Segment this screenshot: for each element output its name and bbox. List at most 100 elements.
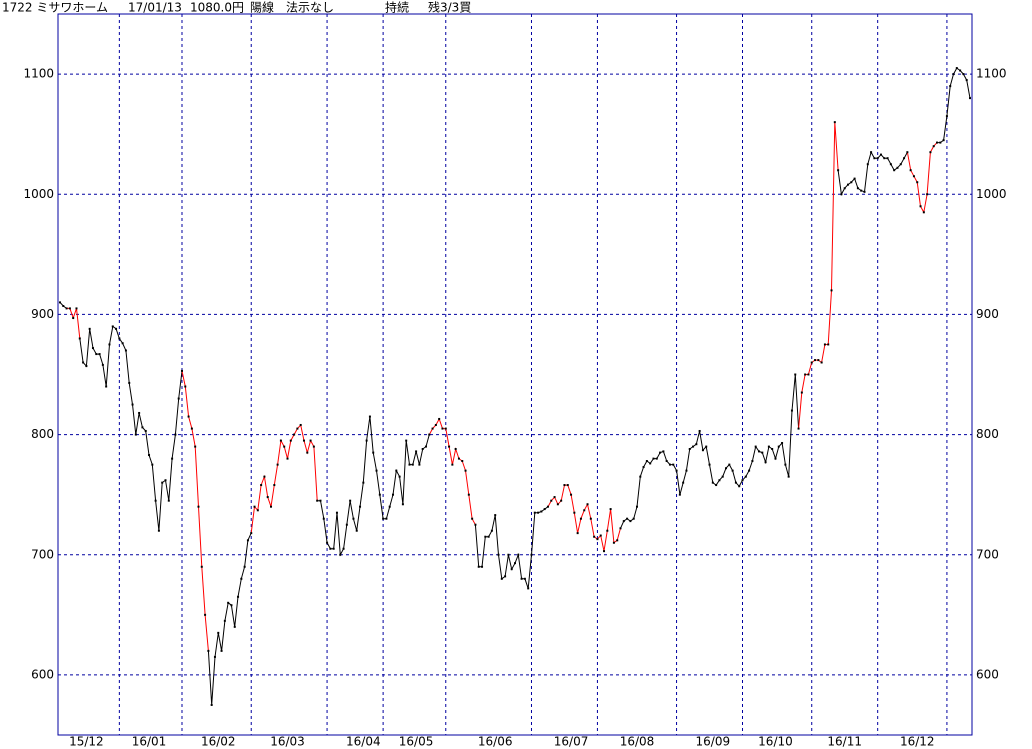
price-point [421, 448, 424, 451]
price-point [101, 363, 104, 366]
price-point [118, 337, 121, 340]
price-point [157, 529, 160, 532]
price-point [692, 445, 695, 448]
price-point [418, 463, 421, 466]
price-point [237, 595, 240, 598]
price-point [279, 439, 282, 442]
price-point [59, 301, 61, 304]
price-point [217, 631, 220, 634]
price-point [434, 423, 437, 426]
price-point [461, 460, 464, 463]
price-point [401, 503, 404, 506]
price-point [784, 463, 787, 466]
price-point [596, 538, 599, 541]
price-point [85, 365, 88, 368]
price-line [837, 150, 908, 196]
price-point [899, 163, 902, 166]
price-point [959, 69, 962, 72]
price-point [82, 361, 85, 364]
price-point [738, 485, 741, 488]
price-point [68, 307, 71, 310]
x-tick-label: 16/04 [346, 735, 381, 749]
price-point [936, 141, 939, 144]
price-point [289, 439, 292, 442]
price-point [926, 193, 929, 196]
price-point [161, 481, 164, 484]
price-point [441, 427, 444, 430]
y-tick-label-right: 900 [976, 307, 999, 321]
price-point [797, 427, 800, 430]
price-point [312, 445, 315, 448]
price-point [233, 625, 236, 628]
price-point [626, 517, 629, 520]
price-point [174, 433, 177, 436]
price-point [362, 481, 365, 484]
price-point [207, 649, 210, 652]
price-point [355, 529, 358, 532]
price-point [382, 517, 385, 520]
price-point [210, 703, 213, 706]
price-point [408, 463, 411, 466]
x-tick-label: 16/12 [900, 735, 935, 749]
price-point [840, 193, 843, 196]
price-point [253, 505, 256, 508]
x-tick-label: 16/06 [478, 735, 513, 749]
price-point [566, 484, 569, 487]
price-point [335, 511, 338, 514]
price-point [573, 511, 576, 514]
price-point [319, 499, 322, 502]
price-point [619, 527, 622, 530]
price-point [88, 327, 91, 330]
price-point [467, 493, 470, 496]
price-point [246, 539, 249, 542]
price-point [177, 397, 180, 400]
price-point [194, 445, 197, 448]
price-point [886, 157, 889, 160]
price-point [121, 342, 124, 345]
price-point [115, 327, 118, 330]
price-point [227, 601, 230, 604]
price-point [392, 493, 395, 496]
price-point [293, 433, 296, 436]
price-point [916, 181, 919, 184]
price-point [260, 484, 263, 487]
price-point [131, 403, 134, 406]
price-point [72, 317, 75, 320]
price-point [326, 541, 329, 544]
price-point [471, 517, 474, 520]
position: 残3/3買 [428, 1, 471, 15]
y-tick-label: 1000 [23, 187, 54, 201]
price-point [474, 523, 477, 526]
price-point [586, 503, 589, 506]
price-point [685, 469, 688, 472]
price-point [652, 457, 655, 460]
price-point [332, 547, 335, 550]
price-point [250, 532, 253, 535]
price-point [329, 547, 332, 550]
price-point [424, 445, 427, 448]
price-point [283, 445, 286, 448]
price-point [431, 427, 434, 430]
price-point [514, 562, 516, 565]
price-point [893, 169, 896, 172]
price-point [372, 451, 375, 454]
price-point [204, 613, 207, 616]
price-point [200, 565, 203, 568]
price-point [847, 183, 850, 186]
price-point [668, 463, 671, 466]
candle: 陽線 [250, 0, 274, 15]
price-point [787, 475, 790, 478]
price-point [263, 475, 266, 478]
price-point [794, 373, 797, 376]
price-point [302, 439, 305, 442]
price-point [827, 343, 830, 346]
price-point [820, 361, 823, 364]
price-point [599, 534, 602, 537]
price-point [721, 475, 724, 478]
price-point [728, 463, 731, 466]
price-point [764, 461, 767, 464]
price-point [510, 568, 513, 571]
price-point [639, 475, 642, 478]
y-tick-label-right: 1000 [976, 187, 1007, 201]
price-point [761, 451, 764, 454]
